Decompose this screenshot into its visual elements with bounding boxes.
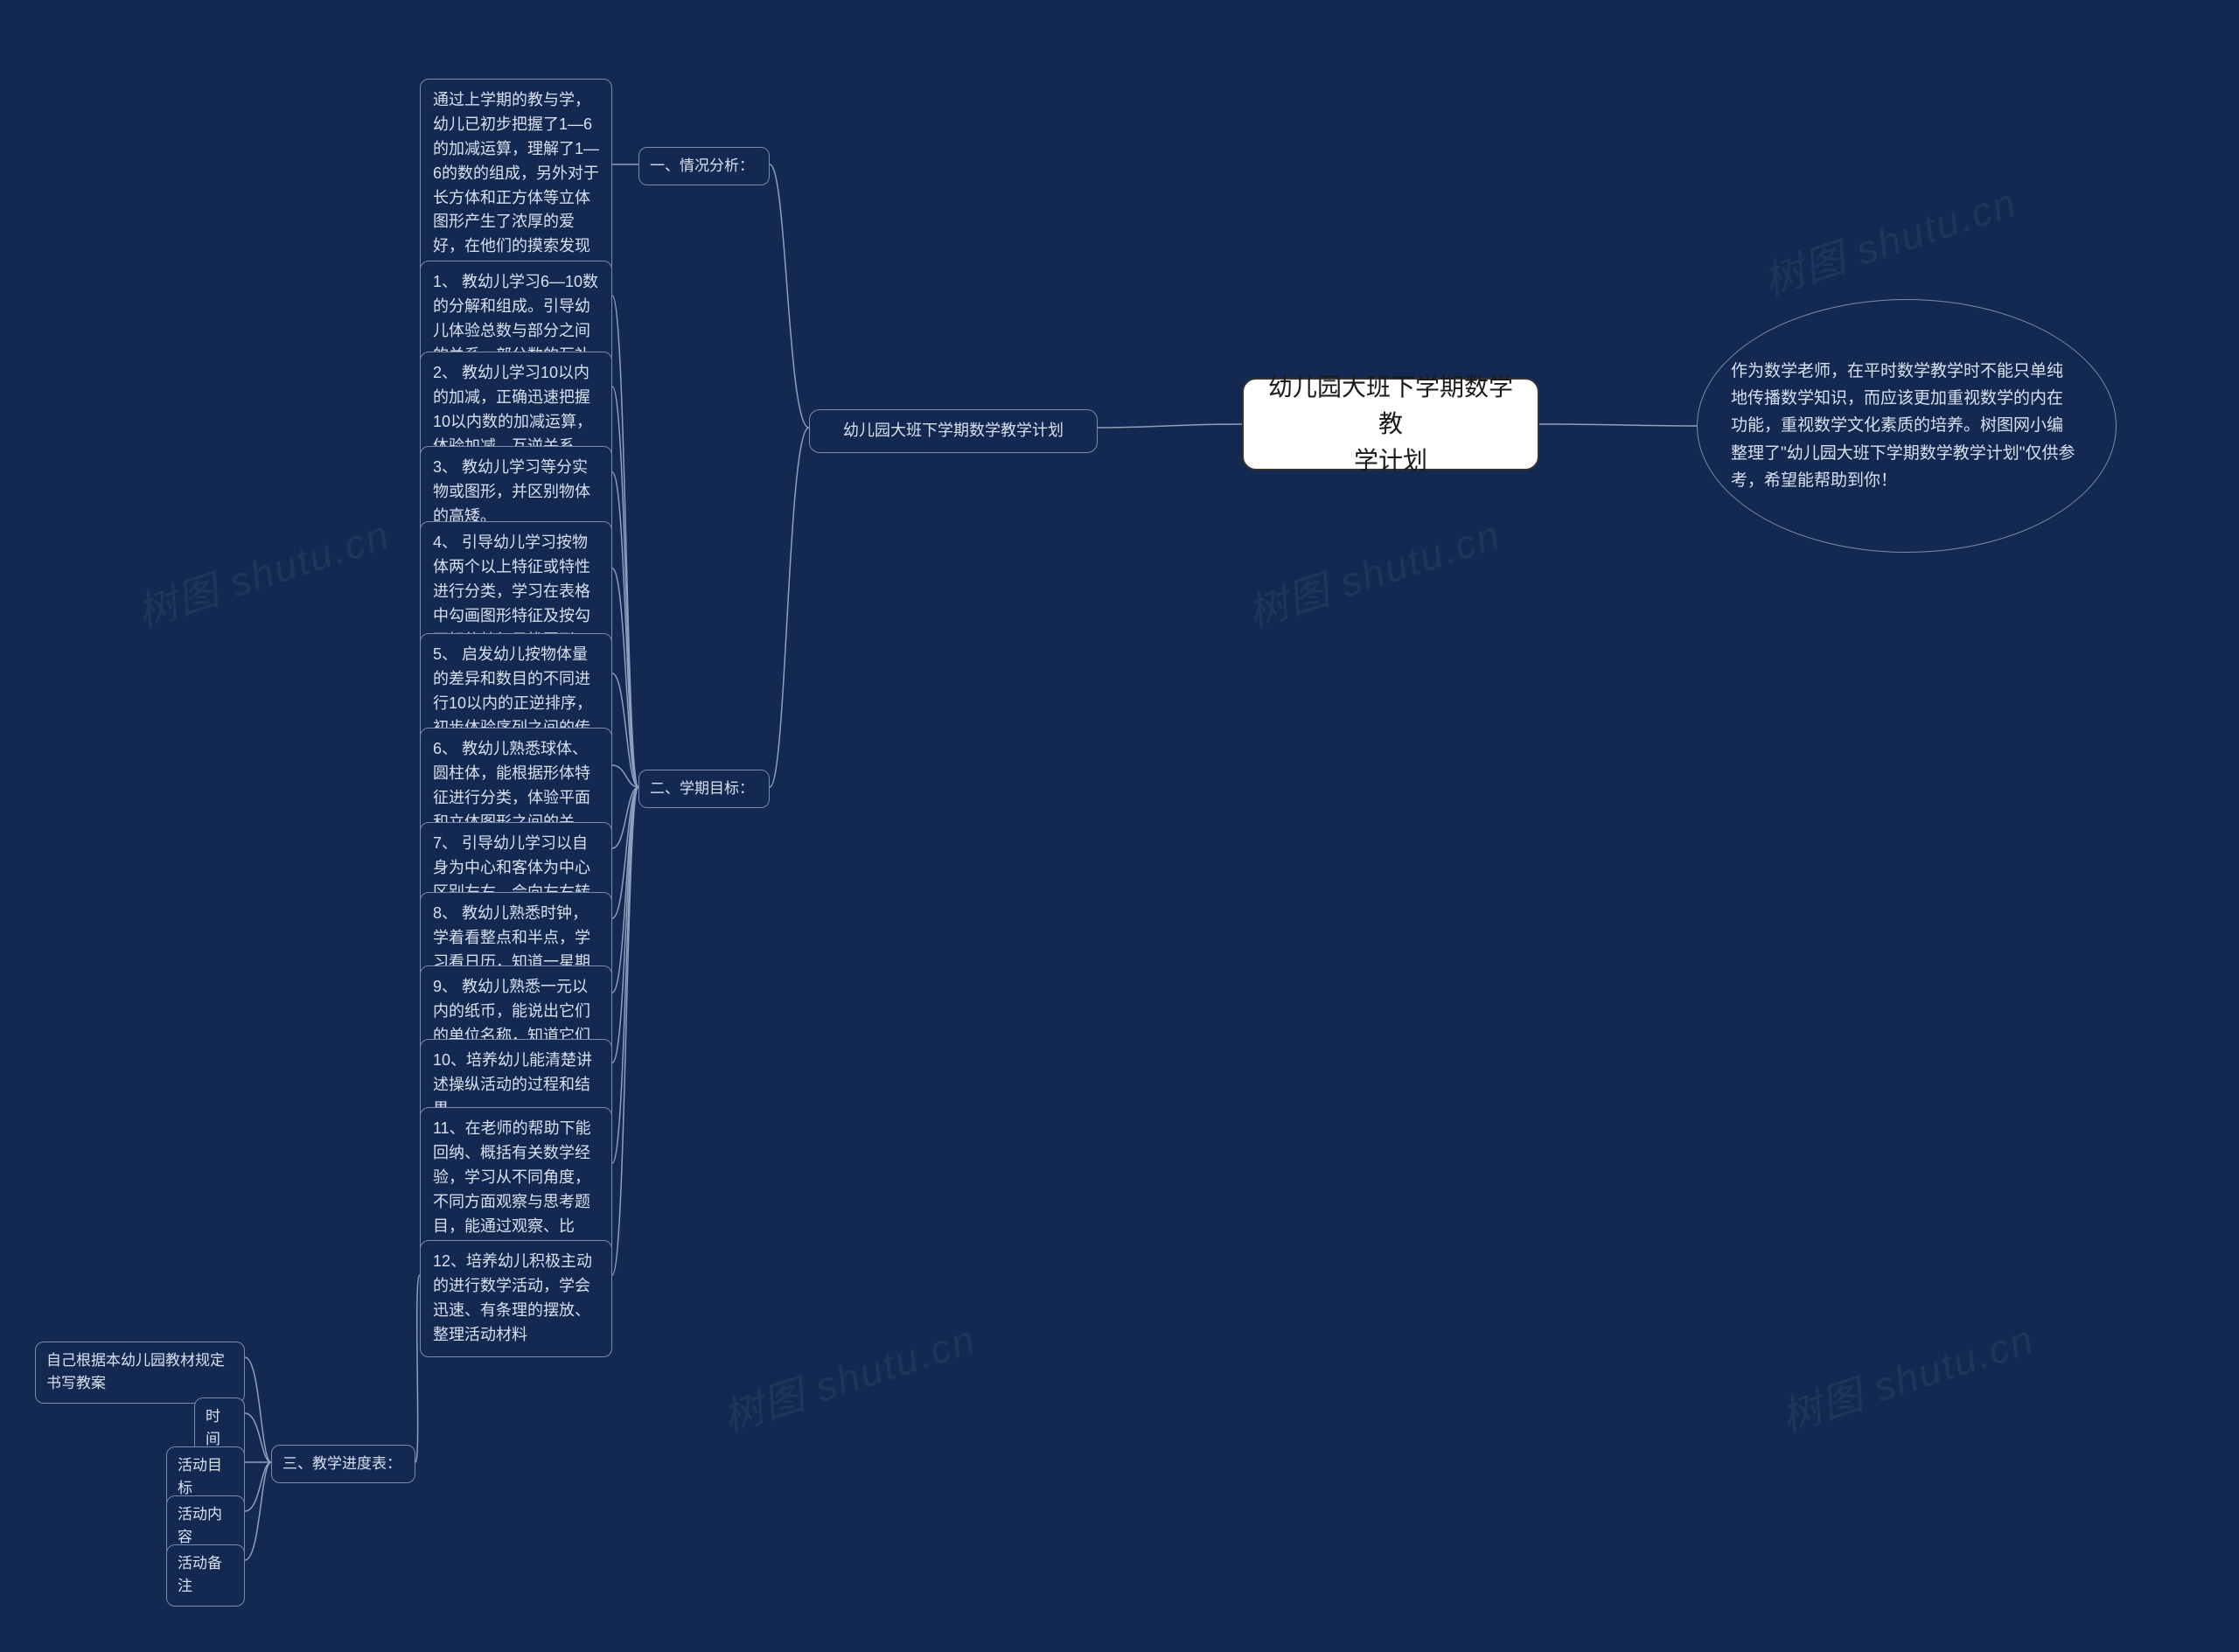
watermark: 树图 shutu.cn <box>1755 171 2023 307</box>
center-title-line1: 幼儿园大班下学期数学教 <box>1268 373 1513 437</box>
s3-item-1-text: 自己根据本幼儿园教材规定书写教案 <box>46 1352 225 1391</box>
section-2: 二、学期目标： <box>638 770 770 808</box>
section-2-label: 二、学期目标： <box>650 780 754 797</box>
center-title-line2: 学计划 <box>1354 447 1427 474</box>
center-node: 幼儿园大班下学期数学教 学计划 <box>1242 378 1539 471</box>
s3-item-5: 活动备注 <box>166 1544 245 1607</box>
s3-item-1: 自己根据本幼儿园教材规定书写教案 <box>35 1342 245 1404</box>
s2-item-3-text: 3、 教幼儿学习等分实物或图形，并区别物体的高矮。 <box>433 458 590 525</box>
s2-item-12-text: 12、培养幼儿积极主动的进行数学活动，学会迅速、有条理的摆放、整理活动材料 <box>433 1252 592 1343</box>
section-3-label: 三、教学进度表： <box>282 1455 401 1472</box>
watermark: 树图 shutu.cn <box>129 503 396 639</box>
right-description-text: 作为数学老师，在平时数学教学时不能只单纯地传播数学知识，而应该更加重视数学的内在… <box>1731 358 2077 495</box>
s3-item-2-text: 时间 <box>206 1408 220 1447</box>
level2-label: 幼儿园大班下学期数学教学计划 <box>843 422 1064 439</box>
section-1: 一、情况分析： <box>638 147 770 185</box>
level2-node: 幼儿园大班下学期数学教学计划 <box>809 409 1098 453</box>
connectors <box>0 0 2239 1652</box>
section-1-label: 一、情况分析： <box>650 157 754 174</box>
s2-item-12: 12、培养幼儿积极主动的进行数学活动，学会迅速、有条理的摆放、整理活动材料 <box>420 1240 612 1357</box>
right-description: 作为数学老师，在平时数学教学时不能只单纯地传播数学知识，而应该更加重视数学的内在… <box>1697 299 2117 553</box>
watermark: 树图 shutu.cn <box>715 1307 982 1444</box>
s3-item-5-text: 活动备注 <box>178 1555 222 1594</box>
section-3: 三、教学进度表： <box>271 1445 415 1483</box>
s2-item-2-text: 2、 教幼儿学习10以内的加减，正确迅速把握10以内数的加减运算，体验加减、互逆… <box>433 364 592 455</box>
watermark: 树图 shutu.cn <box>1239 503 1507 639</box>
s3-item-3-text: 活动目标 <box>178 1457 222 1496</box>
s3-item-4-text: 活动内容 <box>178 1506 222 1545</box>
watermark: 树图 shutu.cn <box>1773 1307 2040 1444</box>
